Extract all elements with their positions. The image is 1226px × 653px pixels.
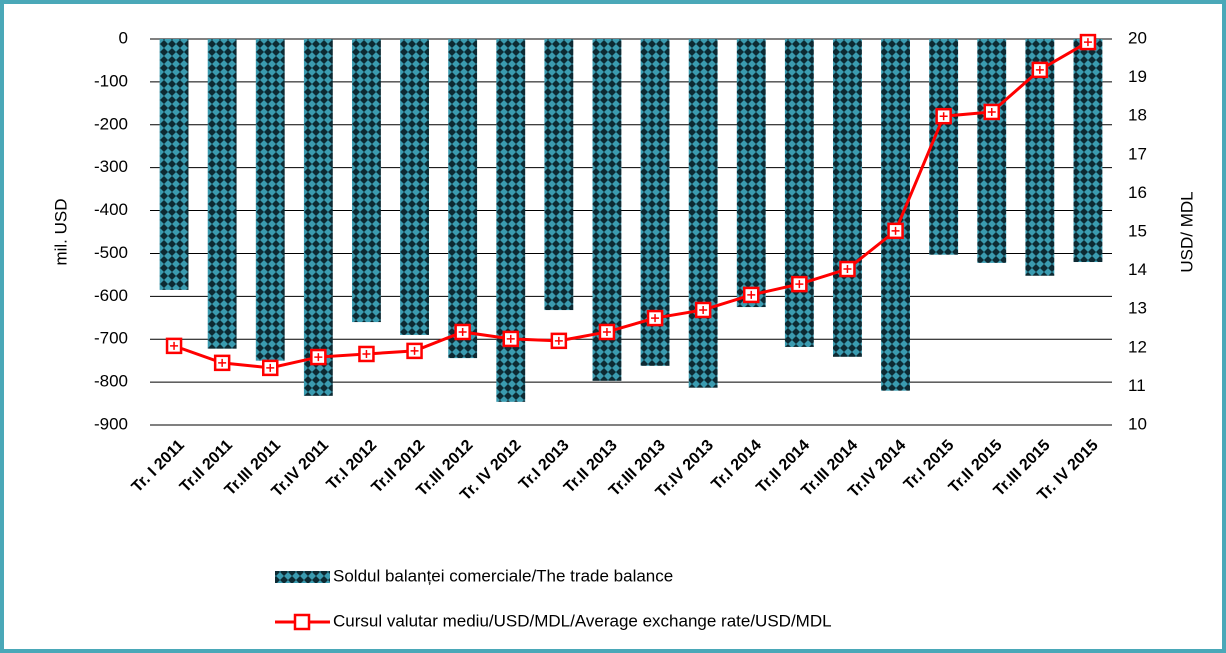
point-cross	[1083, 38, 1092, 47]
y2-tick-label: 12	[1128, 337, 1147, 356]
point-cross	[554, 336, 563, 345]
bar	[544, 39, 574, 311]
point-cross	[266, 363, 275, 372]
y2-tick-label: 11	[1128, 376, 1146, 395]
bar	[207, 39, 237, 349]
y2-tick-label: 20	[1128, 28, 1147, 47]
bar	[929, 39, 959, 255]
legend-label: Cursul valutar mediu/USD/MDL/Average exc…	[333, 611, 832, 630]
bar	[1073, 39, 1103, 263]
point-cross	[843, 265, 852, 274]
bar	[736, 39, 766, 308]
y-tick-label: -700	[94, 329, 128, 348]
y-tick-label: -800	[94, 372, 128, 391]
point-cross	[458, 327, 467, 336]
point-cross	[506, 334, 515, 343]
bar	[448, 39, 478, 359]
bar	[784, 39, 814, 347]
bar	[977, 39, 1007, 263]
bar	[496, 39, 526, 402]
point-cross	[218, 358, 227, 367]
y2-tick-label: 18	[1128, 106, 1147, 125]
y-tick-label: -600	[94, 286, 128, 305]
legend-swatch	[275, 571, 330, 583]
point-cross	[795, 280, 804, 289]
y-tick-label: -900	[94, 414, 128, 433]
point-cross	[314, 353, 323, 362]
legend-swatch	[293, 613, 311, 631]
y2-tick-label: 14	[1128, 260, 1147, 279]
bar	[303, 39, 333, 396]
legend-label: Soldul balanței comerciale/The trade bal…	[333, 566, 673, 585]
y2-tick-label: 15	[1128, 221, 1147, 240]
point-cross	[651, 314, 660, 323]
bar	[688, 39, 718, 388]
y2-axis-label: USD/ MDL	[1177, 191, 1196, 272]
point-cross	[987, 107, 996, 116]
y-tick-label: -200	[94, 114, 128, 133]
y2-tick-label: 10	[1128, 414, 1147, 433]
y2-tick-label: 19	[1128, 67, 1147, 86]
bar	[255, 39, 285, 361]
point-cross	[939, 112, 948, 121]
bar	[400, 39, 429, 335]
point-cross	[170, 341, 179, 350]
y-tick-label: 0	[119, 28, 128, 47]
y2-tick-label: 13	[1128, 299, 1147, 318]
y-axis-label: mil. USD	[51, 198, 70, 265]
point-cross	[699, 305, 708, 314]
y-tick-label: -300	[94, 157, 128, 176]
bar	[881, 39, 910, 391]
point-cross	[362, 349, 371, 358]
bar	[833, 39, 862, 357]
point-cross	[747, 290, 756, 299]
point-cross	[602, 327, 611, 336]
point-cross	[410, 346, 419, 355]
y2-tick-label: 16	[1128, 183, 1147, 202]
y-tick-label: -100	[94, 71, 128, 90]
bar	[159, 39, 189, 290]
bar	[352, 39, 381, 323]
y-tick-label: -400	[94, 200, 128, 219]
y-tick-label: -500	[94, 243, 128, 262]
y2-tick-label: 17	[1128, 144, 1147, 163]
point-cross	[1035, 65, 1044, 74]
point-cross	[891, 226, 900, 235]
